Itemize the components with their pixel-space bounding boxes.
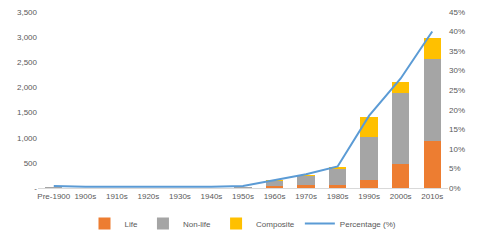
- svg-text:45%: 45%: [449, 8, 465, 17]
- svg-text:15%: 15%: [449, 125, 465, 134]
- svg-text:1950s: 1950s: [232, 192, 254, 201]
- svg-text:0%: 0%: [449, 184, 461, 193]
- svg-text:Life: Life: [125, 220, 138, 229]
- svg-text:5%: 5%: [449, 164, 461, 173]
- svg-text:1990s: 1990s: [358, 192, 380, 201]
- svg-text:1910s: 1910s: [106, 192, 128, 201]
- svg-text:1900s: 1900s: [74, 192, 96, 201]
- svg-text:1960s: 1960s: [264, 192, 286, 201]
- svg-text:2000s: 2000s: [390, 192, 412, 201]
- svg-text:-: -: [34, 184, 37, 193]
- svg-text:1940s: 1940s: [201, 192, 223, 201]
- svg-text:Composite: Composite: [256, 220, 295, 229]
- svg-text:2010s: 2010s: [421, 192, 443, 201]
- svg-text:20%: 20%: [449, 106, 465, 115]
- svg-text:25%: 25%: [449, 86, 465, 95]
- svg-text:1980s: 1980s: [327, 192, 349, 201]
- svg-text:2,500: 2,500: [17, 58, 38, 67]
- svg-text:1930s: 1930s: [169, 192, 191, 201]
- svg-text:35%: 35%: [449, 47, 465, 56]
- svg-text:2,000: 2,000: [17, 83, 38, 92]
- svg-text:3,500: 3,500: [17, 8, 38, 17]
- svg-text:3,000: 3,000: [17, 33, 38, 42]
- svg-text:1,500: 1,500: [17, 108, 38, 117]
- svg-text:1920s: 1920s: [137, 192, 159, 201]
- svg-text:30%: 30%: [449, 66, 465, 75]
- svg-text:Pre-1900: Pre-1900: [37, 192, 70, 201]
- svg-text:1,000: 1,000: [17, 134, 38, 143]
- svg-text:500: 500: [24, 159, 38, 168]
- svg-text:Non-life: Non-life: [183, 220, 211, 229]
- svg-text:1970s: 1970s: [295, 192, 317, 201]
- svg-text:40%: 40%: [449, 27, 465, 36]
- svg-text:Percentage (%): Percentage (%): [340, 220, 396, 229]
- svg-text:10%: 10%: [449, 145, 465, 154]
